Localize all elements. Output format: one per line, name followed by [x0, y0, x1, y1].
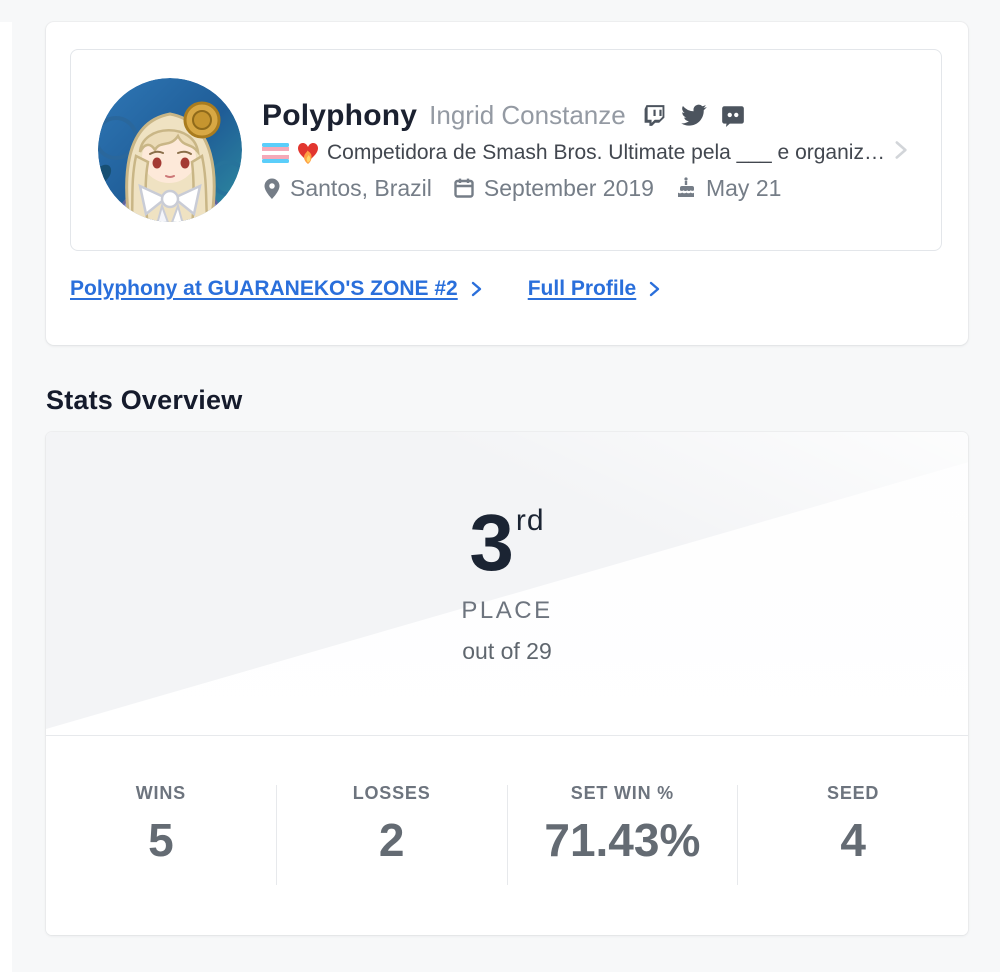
stats-overview-card: 3rd PLACE out of 29 WINS 5 LOSSES 2 SET …	[46, 432, 968, 935]
calendar-icon	[452, 176, 476, 200]
stat-divider	[275, 785, 277, 885]
social-icons	[642, 103, 746, 129]
member-since-item: September 2019	[452, 175, 654, 202]
stat-wins: WINS 5	[46, 783, 276, 867]
player-bio: Competidora de Smash Bros. Ultimate pela…	[327, 140, 885, 164]
transgender-flag-emoji	[262, 142, 289, 163]
stat-value: 2	[378, 814, 405, 866]
placement-label: PLACE	[461, 596, 553, 624]
stat-label: SET WIN %	[570, 783, 674, 803]
left-gutter	[0, 22, 12, 972]
tournament-result-link[interactable]: Polyphony at GUARANEKO'S ZONE #2	[70, 277, 484, 301]
placement-out-of: out of 29	[462, 637, 552, 664]
location-text: Santos, Brazil	[290, 174, 432, 201]
twitter-icon[interactable]	[680, 104, 707, 127]
stat-value: 71.43%	[544, 814, 701, 866]
profile-card: Polyphony Ingrid Constanze	[46, 22, 968, 345]
twitch-icon[interactable]	[642, 103, 667, 128]
birthday-text: May 21	[705, 174, 782, 201]
discord-icon[interactable]	[720, 103, 746, 129]
player-gamertag: Polyphony	[262, 98, 418, 132]
stats-overview-heading: Stats Overview	[46, 385, 243, 415]
stats-row: WINS 5 LOSSES 2 SET WIN % 71.43% SEED 4	[46, 735, 968, 935]
tournament-result-link-text: Polyphony at GUARANEKO'S ZONE #2	[70, 277, 458, 300]
player-card: Polyphony Ingrid Constanze	[70, 49, 942, 251]
stat-value: 4	[840, 814, 866, 866]
stat-label: LOSSES	[352, 783, 431, 803]
player-real-name: Ingrid Constanze	[429, 100, 626, 130]
placement-panel: 3rd PLACE out of 29	[46, 432, 968, 735]
placement-ordinal: rd	[515, 503, 545, 537]
full-profile-link-text: Full Profile	[527, 277, 637, 300]
chevron-right-icon	[646, 280, 662, 298]
stat-divider	[506, 785, 508, 885]
birthday-cake-icon	[674, 176, 698, 200]
heart-on-fire-emoji	[296, 140, 320, 166]
links-row: Polyphony at GUARANEKO'S ZONE #2 Full Pr…	[70, 251, 942, 345]
full-profile-link[interactable]: Full Profile	[528, 277, 663, 301]
birthday-item: May 21	[674, 175, 781, 202]
chevron-right-icon	[468, 280, 484, 298]
stat-divider	[737, 785, 739, 885]
location-pin-icon	[262, 176, 282, 201]
location-item: Santos, Brazil	[262, 175, 432, 202]
carousel-next-button[interactable]	[881, 131, 919, 169]
stat-set-win-pct: SET WIN % 71.43%	[508, 783, 738, 867]
stat-label: WINS	[135, 783, 186, 803]
avatar	[98, 78, 242, 222]
placement-number: 3rd	[469, 497, 545, 587]
stat-value: 5	[148, 814, 174, 866]
stat-label: SEED	[827, 783, 880, 803]
stat-losses: LOSSES 2	[277, 783, 507, 867]
player-info: Polyphony Ingrid Constanze	[262, 99, 885, 202]
stat-seed: SEED 4	[738, 783, 968, 867]
member-since-text: September 2019	[483, 174, 654, 201]
